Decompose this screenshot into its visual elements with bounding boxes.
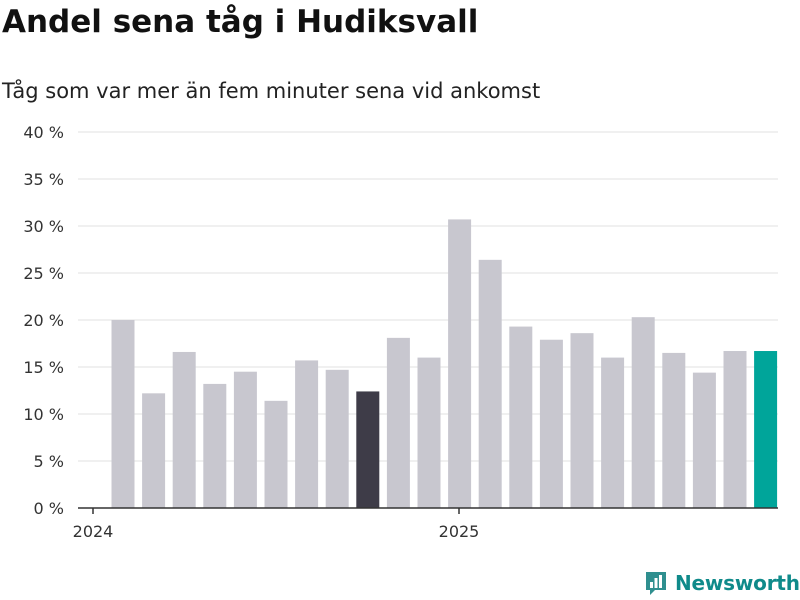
bar	[601, 357, 625, 508]
bar-chart: 0 % 5 % 10 % 15 % 20 % 25 % 30 % 35 % 40 % 2024 20…	[23, 123, 778, 541]
y-tick-label: 20 %	[23, 311, 64, 330]
bar	[662, 352, 686, 508]
bar	[386, 337, 410, 508]
bar	[264, 400, 288, 508]
bar	[692, 372, 716, 508]
bar	[448, 219, 472, 509]
bar	[570, 333, 594, 508]
bar	[723, 351, 747, 508]
bar	[356, 391, 380, 508]
newsworthy-logo: Newsworthy	[644, 570, 800, 596]
bar	[478, 259, 502, 508]
bar	[111, 320, 135, 508]
y-tick-label: 30 %	[23, 217, 64, 236]
bar	[203, 383, 227, 508]
chart-title: Andel sena tåg i Hudiksvall	[2, 4, 479, 40]
bar	[233, 371, 257, 508]
newsworthy-logo-text: Newsworthy	[675, 571, 800, 595]
bar	[417, 357, 441, 508]
bar	[539, 339, 563, 508]
chart-subtitle: Tåg som var mer än fem minuter sena vid …	[2, 79, 541, 103]
y-tick-label: 5 %	[34, 452, 64, 471]
bar	[631, 317, 655, 508]
x-tick-label: 2024	[73, 522, 114, 541]
y-tick-label: 10 %	[23, 405, 64, 424]
bar	[509, 326, 533, 508]
newsworthy-logo-icon	[646, 572, 666, 595]
y-tick-label: 0 %	[34, 499, 64, 518]
bar	[142, 393, 166, 508]
bar	[172, 351, 196, 508]
x-tick-label: 2025	[439, 522, 480, 541]
y-tick-label: 35 %	[23, 170, 64, 189]
y-tick-label: 15 %	[23, 358, 64, 377]
bar	[325, 369, 349, 508]
bar	[754, 351, 778, 508]
bar	[295, 360, 319, 508]
y-tick-label: 25 %	[23, 264, 64, 283]
y-tick-label: 40 %	[23, 123, 64, 142]
